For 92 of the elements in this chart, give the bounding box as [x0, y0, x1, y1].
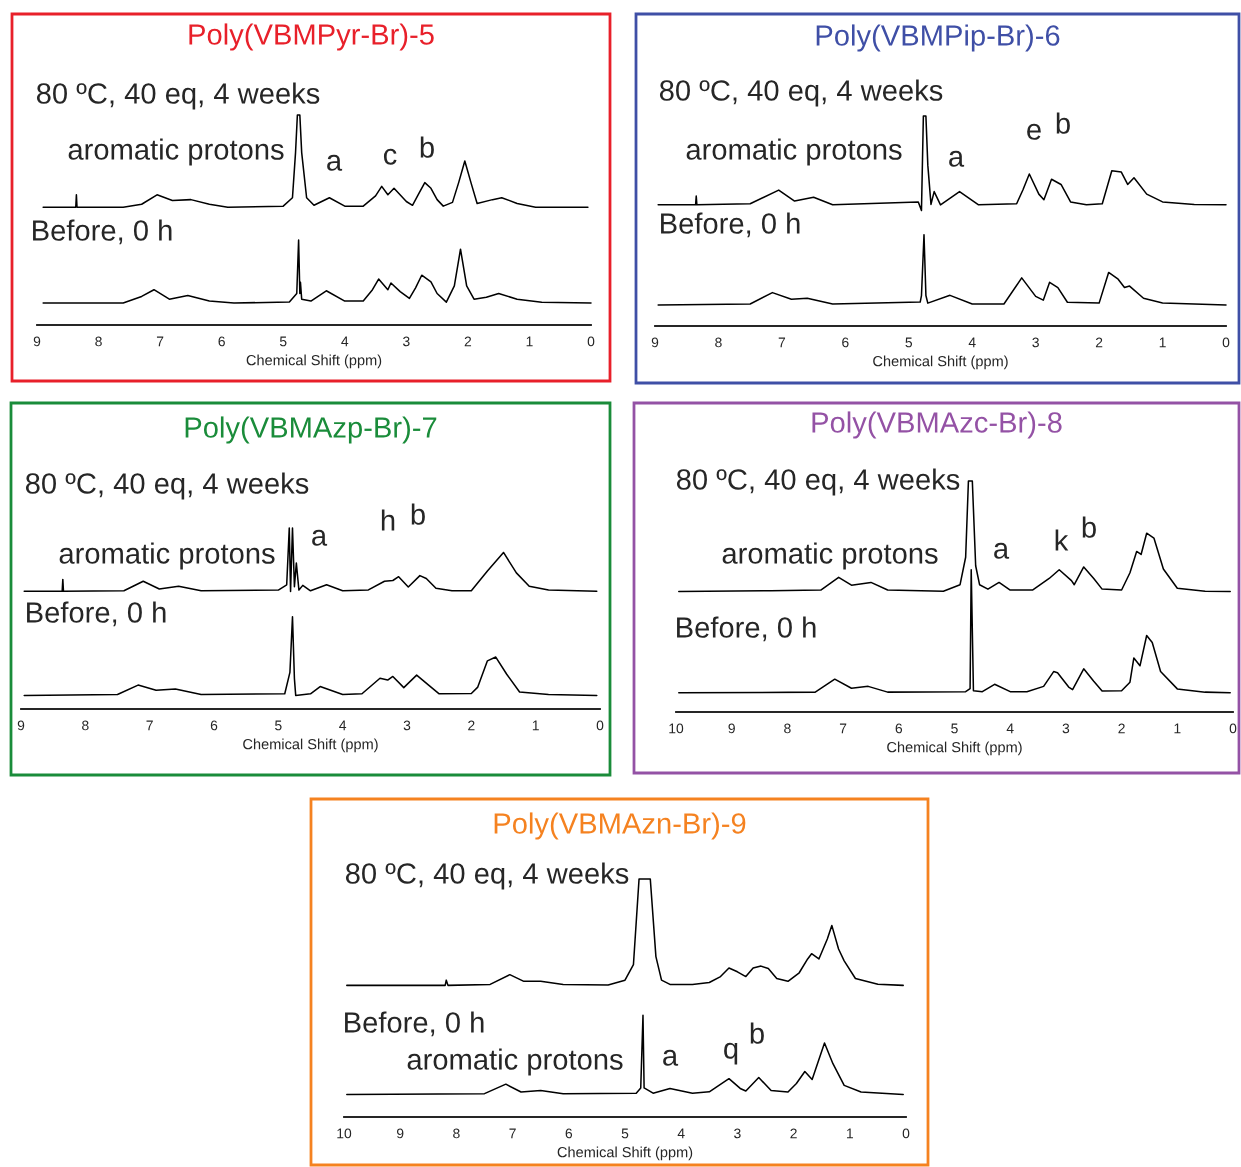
x-tick-label: 2	[468, 720, 475, 731]
text: b	[411, 503, 425, 525]
x-tick-label: 3	[403, 720, 411, 731]
x-tick-label: 5	[279, 336, 287, 347]
x-tick-label: 7	[146, 720, 153, 731]
x-axis-title: Chemical Shift (ppm)	[243, 738, 378, 753]
x-tick-label: 1	[1174, 723, 1181, 734]
annotation: b	[750, 1022, 764, 1044]
x-tick-label: 2	[1095, 337, 1103, 348]
x-tick-label: 7	[156, 336, 164, 347]
x-tick-label: 7	[509, 1128, 516, 1139]
annotation: 80 ºC, 40 eq, 4 weeks	[345, 862, 629, 890]
x-tick-label: 3	[1032, 337, 1039, 348]
x-tick-label: 6	[565, 1128, 573, 1139]
annotation: aromatic protons	[68, 138, 284, 166]
annotation: 80 ºC, 40 eq, 4 weeks	[676, 468, 960, 496]
annotation: Before, 0 h	[33, 219, 172, 245]
annotation: Before, 0 h	[345, 1011, 484, 1037]
x-tick-label: 0	[1222, 337, 1230, 348]
x-tick-label: 0	[1229, 723, 1237, 734]
x-tick-label: 0	[587, 336, 595, 347]
x-tick-label: 4	[1006, 723, 1014, 734]
annotation: a	[994, 542, 1010, 559]
annotation: b	[420, 136, 434, 158]
x-tick-label: 9	[728, 723, 735, 734]
x-tick-label: 10	[337, 1128, 352, 1139]
x-tick-label: 3	[403, 336, 410, 347]
x-tick-label: 5	[275, 720, 282, 731]
x-tick-label: 5	[905, 337, 913, 348]
annotation: k	[1055, 529, 1069, 551]
annotation: Before, 0 h	[661, 212, 800, 238]
annotation: a	[312, 529, 328, 546]
x-tick-label: 1	[526, 336, 533, 347]
x-tick-label: 9	[33, 336, 41, 347]
x-tick-label: 9	[651, 337, 659, 348]
x-tick-label: 0	[596, 720, 604, 731]
x-tick-label: 7	[778, 337, 786, 348]
annotation: aromatic protons	[686, 138, 902, 166]
annotation: e	[1027, 123, 1041, 140]
x-tick-label: 1	[847, 1128, 853, 1139]
annotation: aromatic protons	[407, 1048, 623, 1076]
annotation: h	[381, 509, 395, 531]
chart-title: Poly(VBMPyr-Br)-5	[189, 23, 434, 51]
x-tick-label: 4	[968, 337, 976, 348]
x-tick-label: 4	[677, 1128, 685, 1139]
x-tick-label: 10	[669, 723, 684, 734]
x-tick-label: 2	[790, 1128, 797, 1139]
x-tick-label: 6	[218, 336, 225, 347]
chart-title: Poly(VBMAzc-Br)-8	[812, 411, 1062, 439]
x-tick-label: 9	[17, 720, 25, 731]
x-tick-label: 8	[784, 723, 791, 734]
text: 80 ºC, 40 eq, 4 weeks	[25, 472, 309, 500]
annotation: aromatic protons	[59, 542, 275, 570]
chart-title: Poly(VBMAzp-Br)-7	[185, 416, 437, 444]
x-tick-label: 7	[839, 723, 847, 734]
annotation: a	[663, 1049, 679, 1066]
x-axis-title: Chemical Shift (ppm)	[873, 355, 1008, 370]
x-axis-title: Chemical Shift (ppm)	[246, 354, 382, 369]
x-tick-label: 6	[842, 337, 849, 348]
x-tick-label: 6	[895, 723, 903, 734]
annotation: a	[327, 154, 343, 171]
x-tick-label: 8	[715, 337, 722, 348]
annotation: a	[949, 150, 965, 167]
annotation: q	[724, 1042, 738, 1065]
annotation: c	[383, 148, 397, 165]
x-tick-label: 3	[734, 1128, 741, 1139]
x-tick-label: 8	[82, 720, 89, 731]
annotation: Before, 0 h	[27, 601, 166, 627]
x-tick-label: 8	[453, 1128, 460, 1139]
x-tick-label: 2	[1118, 723, 1125, 734]
x-tick-label: 5	[951, 723, 958, 734]
text: 80 ºC, 40 eq, 4 weeks	[659, 79, 943, 107]
x-axis-title: Chemical Shift (ppm)	[557, 1146, 693, 1161]
x-tick-label: 9	[396, 1128, 404, 1139]
x-tick-label: 1	[532, 720, 539, 731]
text: 80 ºC, 40 eq, 4 weeks	[36, 82, 320, 110]
x-tick-label: 4	[341, 336, 349, 347]
x-tick-label: 4	[339, 720, 347, 731]
x-tick-label: 0	[902, 1128, 910, 1139]
x-tick-label: 1	[1159, 337, 1166, 348]
x-tick-label: 2	[464, 336, 472, 347]
annotation: b	[1056, 112, 1070, 134]
chart-title: Poly(VBMPip-Br)-6	[816, 24, 1060, 52]
annotation: b	[1082, 516, 1096, 538]
x-tick-label: 6	[210, 720, 218, 731]
x-tick-label: 5	[621, 1128, 629, 1139]
x-tick-label: 8	[95, 336, 102, 347]
x-axis-title: Chemical Shift (ppm)	[887, 741, 1022, 756]
chart-title: Poly(VBMAzn-Br)-9	[494, 812, 746, 840]
annotation: Before, 0 h	[677, 616, 816, 642]
x-tick-label: 3	[1062, 723, 1070, 734]
annotation: aromatic protons	[722, 542, 938, 570]
